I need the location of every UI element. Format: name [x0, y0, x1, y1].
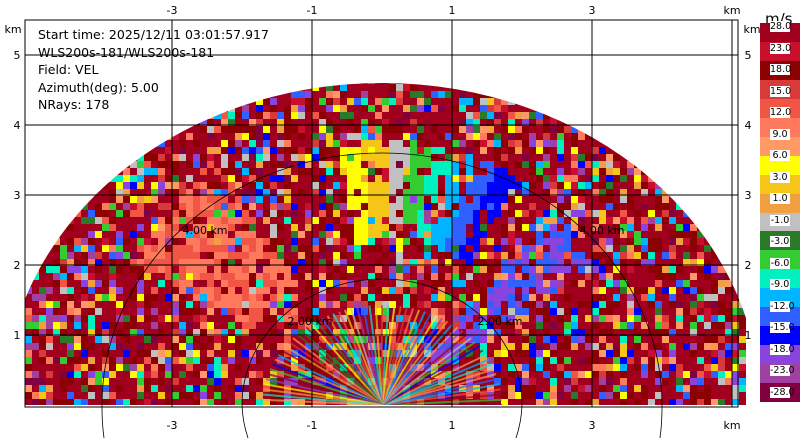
y-tick-right: 1 [745, 329, 752, 342]
x-tick-bottom: 3 [589, 419, 596, 432]
colorbar-tick-label: -3.0 [770, 236, 790, 248]
grid-lines [24, 19, 739, 408]
nrays-text: NRays: 178 [38, 97, 110, 113]
x-tick-top: -1 [307, 4, 318, 17]
start-time-text: Start time: 2025/12/11 03:01:57.917 [38, 27, 269, 42]
y-unit-right: km [743, 23, 760, 36]
colorbar-tick-label: 18.0 [770, 64, 792, 76]
x-tick-bottom: -3 [167, 419, 178, 432]
x-tick-bottom: -1 [307, 419, 318, 432]
y-tick-right: 2 [745, 259, 752, 272]
colorbar-tick-label: -9.0 [770, 279, 790, 291]
colorbar-tick-label: -6.0 [770, 257, 790, 269]
plot-info-box: Start time: 2025/12/11 03:01:57.917 WLS2… [38, 26, 269, 114]
y-unit-left: km [4, 23, 21, 36]
x-unit-top: km [723, 4, 740, 17]
y-tick-left: 3 [14, 189, 21, 202]
colorbar-tick-label: 23.0 [770, 42, 792, 54]
colorbar-tick-label: 3.0 [770, 171, 790, 183]
colorbar-tick-label: -23.0 [770, 365, 795, 377]
field-text: Field: VEL [38, 62, 99, 78]
colorbar-tick-label: -15.0 [770, 322, 795, 334]
y-tick-left: 5 [14, 49, 21, 62]
station-text: WLS200s-181/WLS200s-181 [38, 44, 215, 60]
colorbar-tick-label: 1.0 [770, 193, 790, 205]
velocity-field [25, 83, 746, 405]
x-tick-top: 3 [589, 4, 596, 17]
y-tick-right: 5 [745, 49, 752, 62]
colorbar-tick-label: -28.0 [770, 387, 795, 398]
axis-ticks: 4.00 km 4.00 km 2.00 km 2.00 km -3 -3 -1 -1 1 1 3 3… [4, 4, 760, 432]
x-tick-top: -3 [167, 4, 178, 17]
y-tick-left: 4 [14, 119, 21, 132]
y-tick-right: 4 [745, 119, 752, 132]
colorbar-tick-label: -18.0 [770, 343, 795, 355]
ring-label-2km-right: 2.00 km [477, 315, 522, 328]
x-tick-bottom: 1 [449, 419, 456, 432]
colorbar-segment [760, 307, 800, 327]
colorbar-tick-label: 15.0 [770, 85, 792, 97]
azimuth-text: Azimuth(deg): 5.00 [38, 79, 159, 95]
ring-label-2km: 2.00 km [287, 315, 332, 328]
colorbar-tick-label: 6.0 [770, 150, 790, 162]
colorbar-tick-label: 12.0 [770, 107, 792, 119]
x-tick-top: 1 [449, 4, 456, 17]
colorbar-tick-label: -12.0 [770, 300, 795, 312]
colorbar-tick-label: -1.0 [770, 214, 790, 226]
ring-label-4km: 4.00 km [182, 224, 227, 237]
ring-label-4km-right: 4.00 km [579, 224, 624, 237]
colorbar-tick-label: 9.0 [770, 128, 790, 140]
y-tick-left: 2 [14, 259, 21, 272]
y-tick-left: 1 [14, 329, 21, 342]
y-tick-right: 3 [745, 189, 752, 202]
x-unit-bottom: km [723, 419, 740, 432]
colorbar-tick-label: 28.0 [770, 21, 792, 32]
